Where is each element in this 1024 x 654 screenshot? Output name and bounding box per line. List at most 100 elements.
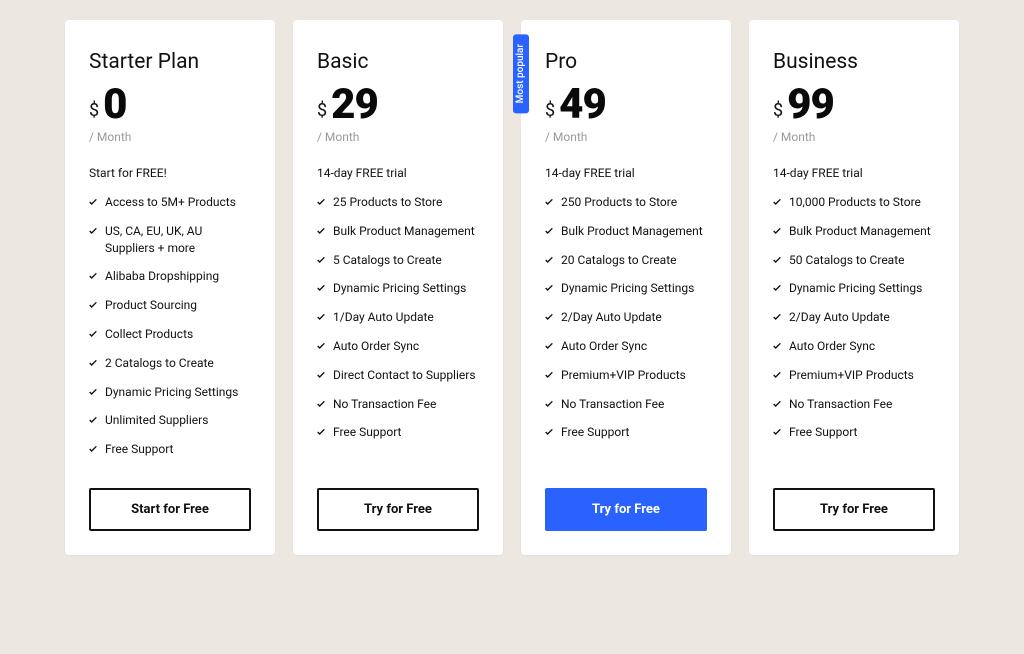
feature-item: 250 Products to Store: [545, 194, 707, 211]
price-row: $49: [545, 84, 707, 126]
check-icon: [89, 301, 97, 309]
check-icon: [317, 256, 325, 264]
plan-price: 49: [559, 84, 606, 126]
feature-item: Dynamic Pricing Settings: [773, 280, 935, 297]
plan-tagline: 14-day FREE trial: [317, 166, 479, 180]
check-icon: [317, 198, 325, 206]
check-icon: [545, 313, 553, 321]
plan-price: 99: [787, 84, 834, 126]
feature-item: Free Support: [89, 441, 251, 458]
plan-card-pro: Most popularPro$49/ Month14-day FREE tri…: [521, 20, 731, 555]
check-icon: [773, 428, 781, 436]
feature-item: Premium+VIP Products: [545, 367, 707, 384]
feature-item: No Transaction Fee: [773, 396, 935, 413]
cta-button-starter[interactable]: Start for Free: [89, 488, 251, 531]
feature-item: Premium+VIP Products: [773, 367, 935, 384]
feature-text: Dynamic Pricing Settings: [561, 280, 694, 297]
check-icon: [545, 428, 553, 436]
feature-item: Free Support: [773, 424, 935, 441]
feature-text: Free Support: [789, 424, 857, 441]
check-icon: [317, 313, 325, 321]
plan-card-basic: Basic$29/ Month14-day FREE trial25 Produ…: [293, 20, 503, 555]
feature-text: 250 Products to Store: [561, 194, 677, 211]
feature-text: Product Sourcing: [105, 297, 197, 314]
feature-text: Auto Order Sync: [561, 338, 647, 355]
feature-item: Alibaba Dropshipping: [89, 268, 251, 285]
check-icon: [773, 256, 781, 264]
check-icon: [89, 388, 97, 396]
check-icon: [89, 416, 97, 424]
check-icon: [89, 227, 97, 235]
feature-text: 5 Catalogs to Create: [333, 252, 442, 269]
feature-item: Free Support: [317, 424, 479, 441]
feature-text: 2/Day Auto Update: [561, 309, 662, 326]
feature-text: Unlimited Suppliers: [105, 412, 208, 429]
feature-text: 20 Catalogs to Create: [561, 252, 677, 269]
plan-price: 29: [331, 84, 378, 126]
feature-item: Access to 5M+ Products: [89, 194, 251, 211]
feature-text: Dynamic Pricing Settings: [789, 280, 922, 297]
plan-tagline: 14-day FREE trial: [773, 166, 935, 180]
billing-period: / Month: [317, 130, 479, 144]
check-icon: [89, 445, 97, 453]
cta-button-basic[interactable]: Try for Free: [317, 488, 479, 531]
feature-text: 10,000 Products to Store: [789, 194, 921, 211]
plan-title: Business: [773, 50, 935, 74]
feature-item: 50 Catalogs to Create: [773, 252, 935, 269]
cta-button-pro[interactable]: Try for Free: [545, 488, 707, 531]
check-icon: [773, 284, 781, 292]
feature-item: Bulk Product Management: [773, 223, 935, 240]
currency-symbol: $: [773, 102, 783, 120]
plan-title: Pro: [545, 50, 707, 74]
feature-item: No Transaction Fee: [545, 396, 707, 413]
check-icon: [545, 227, 553, 235]
plan-card-starter: Starter Plan$0/ MonthStart for FREE!Acce…: [65, 20, 275, 555]
plan-title: Starter Plan: [89, 50, 251, 74]
feature-text: Premium+VIP Products: [789, 367, 914, 384]
feature-list: 250 Products to StoreBulk Product Manage…: [545, 194, 707, 470]
feature-text: Direct Contact to Suppliers: [333, 367, 476, 384]
price-row: $99: [773, 84, 935, 126]
currency-symbol: $: [545, 102, 555, 120]
billing-period: / Month: [89, 130, 251, 144]
billing-period: / Month: [773, 130, 935, 144]
check-icon: [545, 400, 553, 408]
feature-text: Free Support: [561, 424, 629, 441]
feature-text: Premium+VIP Products: [561, 367, 686, 384]
plan-price: 0: [103, 84, 126, 126]
check-icon: [545, 198, 553, 206]
feature-item: 20 Catalogs to Create: [545, 252, 707, 269]
feature-text: No Transaction Fee: [333, 396, 436, 413]
feature-item: 5 Catalogs to Create: [317, 252, 479, 269]
feature-item: Direct Contact to Suppliers: [317, 367, 479, 384]
feature-text: Bulk Product Management: [789, 223, 931, 240]
feature-text: Free Support: [105, 441, 173, 458]
feature-text: Bulk Product Management: [333, 223, 475, 240]
feature-text: No Transaction Fee: [789, 396, 892, 413]
feature-item: 25 Products to Store: [317, 194, 479, 211]
check-icon: [545, 284, 553, 292]
feature-list: 25 Products to Store Bulk Product Managem…: [317, 194, 479, 470]
check-icon: [89, 198, 97, 206]
feature-item: Free Support: [545, 424, 707, 441]
check-icon: [545, 342, 553, 350]
check-icon: [773, 342, 781, 350]
check-icon: [545, 256, 553, 264]
check-icon: [773, 400, 781, 408]
feature-text: Collect Products: [105, 326, 193, 343]
check-icon: [773, 371, 781, 379]
feature-text: Auto Order Sync: [333, 338, 419, 355]
check-icon: [317, 428, 325, 436]
feature-text: Free Support: [333, 424, 401, 441]
feature-item: Dynamic Pricing Settings: [545, 280, 707, 297]
cta-button-business[interactable]: Try for Free: [773, 488, 935, 531]
check-icon: [545, 371, 553, 379]
plan-tagline: Start for FREE!: [89, 166, 251, 180]
check-icon: [773, 313, 781, 321]
check-icon: [317, 400, 325, 408]
price-row: $29: [317, 84, 479, 126]
billing-period: / Month: [545, 130, 707, 144]
feature-item: US, CA, EU, UK, AU Suppliers + more: [89, 223, 251, 257]
check-icon: [317, 284, 325, 292]
plan-card-business: Business $99 / Month 14-day FREE trial 10,00…: [749, 20, 959, 555]
